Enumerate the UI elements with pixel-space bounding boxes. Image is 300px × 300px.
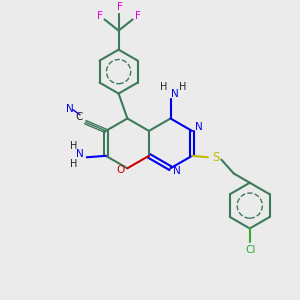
Text: F: F <box>117 2 123 12</box>
Text: N: N <box>76 149 84 159</box>
Text: N: N <box>171 89 179 99</box>
Text: H: H <box>70 141 77 151</box>
Text: N: N <box>195 122 203 132</box>
Text: N: N <box>66 104 74 114</box>
Text: N: N <box>173 166 181 176</box>
Text: H: H <box>160 82 168 92</box>
Text: F: F <box>97 11 103 21</box>
Text: Cl: Cl <box>245 244 256 254</box>
Text: O: O <box>116 165 124 175</box>
Text: S: S <box>212 151 220 164</box>
Text: H: H <box>178 82 186 92</box>
Text: F: F <box>135 11 141 21</box>
Text: H: H <box>70 159 77 169</box>
Text: C: C <box>75 112 82 122</box>
